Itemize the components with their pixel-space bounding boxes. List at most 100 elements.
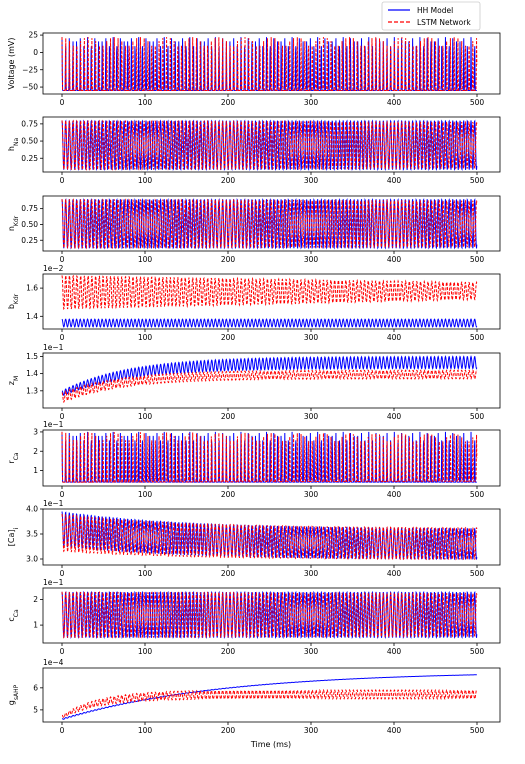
- x-tick-label: 0: [60, 726, 65, 735]
- subplot-2: 0.75 0.50 0.25 0 100 200 300 400 500 hNa: [7, 116, 501, 185]
- x-tick-label: 300: [304, 333, 319, 342]
- subplot-6: 3 2 1 0 100 200 300 400 500 1e−1 rCa: [7, 420, 501, 499]
- x-tick-label: 100: [138, 490, 153, 499]
- x-tick-label: 300: [304, 98, 319, 107]
- y-axis-offset-text: 1e−1: [43, 578, 64, 587]
- series-hh-model: [61, 355, 478, 396]
- x-axis-label: Time (ms): [250, 740, 291, 749]
- series-lstm-network: [61, 274, 478, 310]
- x-tick-label: 500: [470, 176, 485, 185]
- subplot-5: 1.5 1.4 1.3 0 100 200 300 400 500 1e−1 zM: [7, 343, 501, 421]
- y-tick-label: 1.4: [26, 369, 38, 378]
- y-axis-offset-text: 1e−1: [43, 343, 64, 352]
- y-axis-label: gsAHP: [7, 684, 20, 705]
- series-lstm-network: [61, 198, 478, 250]
- x-tick-label: 300: [304, 490, 319, 499]
- y-tick-label: 1: [33, 466, 38, 475]
- y-tick-label: 25: [28, 31, 38, 40]
- series-lstm-network: [61, 119, 478, 171]
- x-tick-label: 200: [221, 569, 236, 578]
- x-tick-label: 0: [60, 98, 65, 107]
- x-tick-label: 400: [387, 176, 402, 185]
- subplot-frame: [42, 32, 501, 95]
- x-tick-label: 500: [470, 490, 485, 499]
- subplot-7: 4.0 3.5 3.0 0 100 200 300 400 500 1e−1 [Ca]i: [7, 499, 501, 578]
- subplot-9: 6 5 0 100 200 300 400 500 1e−4 gsAHP: [7, 658, 501, 735]
- y-tick-label: −25: [22, 65, 38, 74]
- x-tick-label: 200: [221, 647, 236, 656]
- x-tick-label: 400: [387, 569, 402, 578]
- x-tick-label: 500: [470, 333, 485, 342]
- subplot-8: 2 1 0 100 200 300 400 500 1e−1 cCa: [7, 578, 501, 656]
- x-tick-label: 500: [470, 412, 485, 421]
- y-tick-label: 0.75: [21, 204, 38, 213]
- subplot-frame: [42, 352, 501, 409]
- y-axis-label: [Ca]i: [7, 527, 20, 546]
- subplot-3: 0.75 0.50 0.25 0 100 200 300 400 500 nKdr: [7, 195, 501, 264]
- subplot-frame: [42, 429, 501, 487]
- subplot-frame: [42, 195, 501, 252]
- x-tick-label: 500: [470, 98, 485, 107]
- subplot-frame: [42, 273, 501, 330]
- x-tick-label: 400: [387, 412, 402, 421]
- y-tick-label: 3.5: [26, 530, 38, 539]
- x-tick-label: 300: [304, 255, 319, 264]
- x-tick-label: 0: [60, 412, 65, 421]
- series-hh-model: [61, 590, 478, 639]
- x-tick-label: 100: [138, 412, 153, 421]
- y-tick-label: 1.6: [26, 284, 38, 293]
- y-tick-label: 0.25: [21, 236, 38, 245]
- series-hh-model: [61, 37, 477, 92]
- subplot-frame: [42, 587, 501, 644]
- y-tick-label: 0: [33, 48, 38, 57]
- x-tick-label: 200: [221, 333, 236, 342]
- x-tick-label: 0: [60, 647, 65, 656]
- series-hh-model: [61, 431, 477, 483]
- y-tick-label: 0.25: [21, 154, 38, 163]
- x-tick-label: 400: [387, 98, 402, 107]
- x-tick-label: 100: [138, 255, 153, 264]
- subplot-frame: [42, 116, 501, 173]
- x-tick-label: 200: [221, 255, 236, 264]
- x-tick-label: 0: [60, 176, 65, 185]
- x-tick-label: 500: [470, 569, 485, 578]
- x-tick-label: 100: [138, 98, 153, 107]
- x-tick-label: 400: [387, 255, 402, 264]
- series-lstm-network: [61, 689, 478, 719]
- x-tick-label: 0: [60, 333, 65, 342]
- series-lstm-network: [61, 369, 478, 403]
- series-lstm-network: [61, 513, 478, 561]
- series-lstm-network: [61, 590, 478, 639]
- legend-label-lstm-network: LSTM Network: [417, 18, 471, 27]
- subplot-frame: [42, 508, 501, 566]
- legend: HH Model LSTM Network: [381, 1, 481, 31]
- x-tick-label: 300: [304, 647, 319, 656]
- x-tick-label: 100: [138, 569, 153, 578]
- y-tick-label: −50: [22, 83, 38, 92]
- y-tick-label: 1.5: [26, 352, 38, 361]
- y-axis-label: cCa: [7, 609, 20, 622]
- series-hh-model: [61, 674, 477, 720]
- y-axis-label: rCa: [7, 452, 20, 463]
- series-hh-model: [61, 318, 478, 328]
- y-axis-label: Voltage (mV): [7, 37, 16, 89]
- y-axis-label: hNa: [7, 138, 20, 152]
- x-tick-label: 200: [221, 98, 236, 107]
- legend-box: [381, 1, 481, 31]
- y-tick-label: 0.50: [21, 137, 38, 146]
- legend-label-hh-model: HH Model: [417, 6, 453, 15]
- x-tick-label: 100: [138, 333, 153, 342]
- y-tick-label: 1.4: [26, 312, 38, 321]
- y-tick-label: 0.75: [21, 119, 38, 128]
- y-tick-label: 2: [33, 447, 38, 456]
- x-tick-label: 200: [221, 176, 236, 185]
- y-tick-label: 4.0: [26, 505, 38, 514]
- x-tick-label: 0: [60, 569, 65, 578]
- x-tick-label: 500: [470, 255, 485, 264]
- x-tick-label: 400: [387, 490, 402, 499]
- y-axis-label: bKdr: [7, 293, 20, 309]
- x-tick-label: 200: [221, 490, 236, 499]
- x-tick-label: 500: [470, 726, 485, 735]
- x-tick-label: 200: [221, 412, 236, 421]
